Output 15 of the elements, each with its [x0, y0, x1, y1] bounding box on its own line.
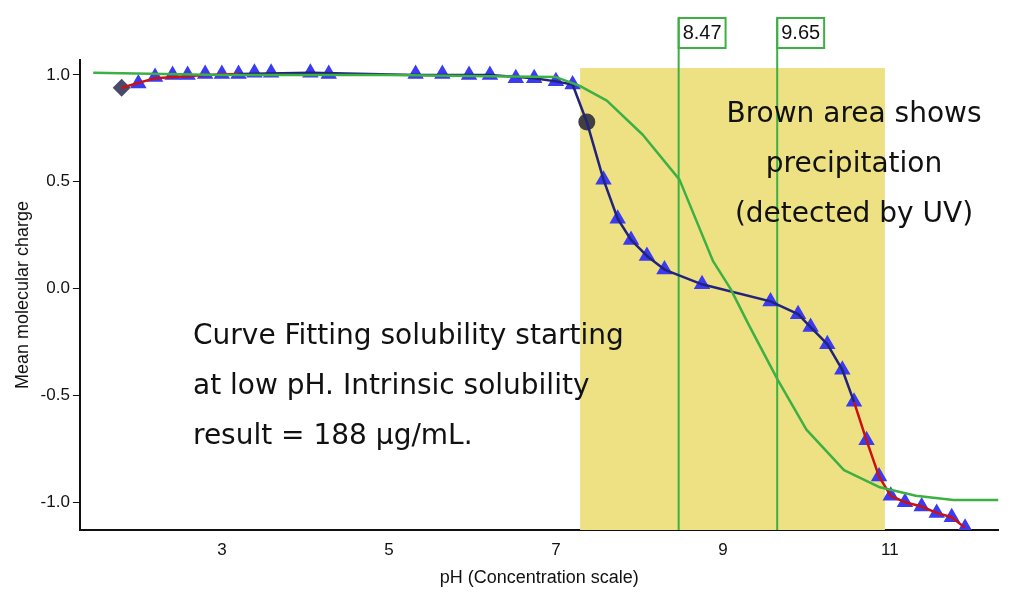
ref-line-label: 8.47	[682, 20, 722, 43]
y-tick-label: -0.5	[40, 385, 70, 405]
x-tick-label: 5	[384, 539, 394, 559]
x-tick-label: 3	[217, 539, 227, 559]
y-tick-label: 0.5	[46, 171, 70, 191]
annotation: Curve Fitting solubility starting at low pH. Intrinsic solubility result = 188 μg/mL.	[193, 317, 625, 453]
x-tick-label: 7	[551, 539, 561, 559]
y-tick-label: 1.0	[46, 64, 70, 84]
x-axis-title: pH (Concentration scale)	[439, 567, 639, 588]
ref-line-label: 9.65	[781, 20, 821, 43]
y-axis-title: Mean molecular charge	[11, 200, 32, 390]
x-tick-label: 11	[881, 539, 899, 559]
y-tick-label: -1.0	[40, 491, 70, 511]
y-tick-label: 0.0	[46, 278, 70, 298]
x-tick-label: 9	[718, 539, 728, 559]
